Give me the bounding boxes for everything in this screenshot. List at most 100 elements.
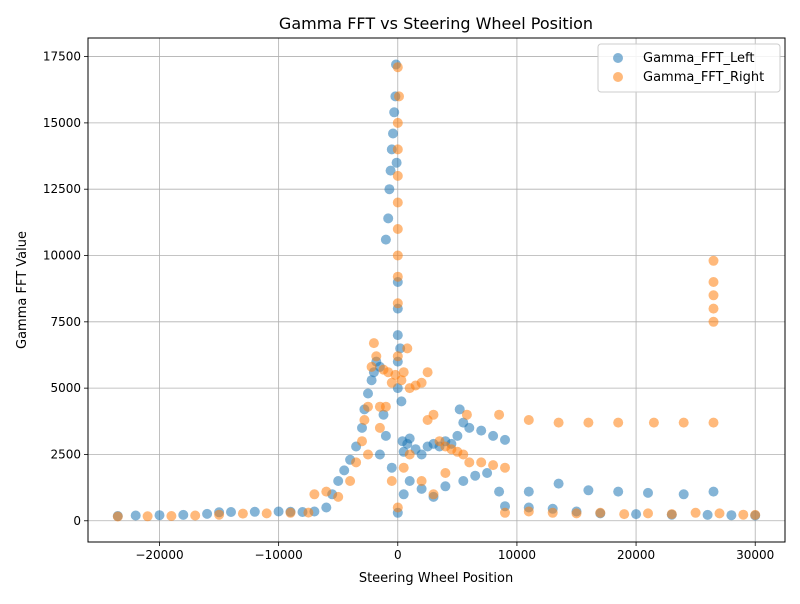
data-point-right (363, 449, 373, 460)
data-point-right (708, 316, 719, 327)
data-point-right (392, 502, 403, 513)
data-point-right (613, 417, 624, 428)
y-tick-label: 7500 (50, 315, 81, 329)
data-point-left (384, 184, 395, 195)
data-point-right (371, 351, 382, 362)
data-point-left (416, 483, 427, 494)
data-point-right (392, 197, 403, 208)
data-point-right (523, 415, 534, 425)
data-point-left (494, 486, 505, 497)
data-point-right (648, 417, 659, 428)
data-point-left (613, 486, 624, 497)
data-point-right (416, 476, 427, 486)
x-tick-label: 30000 (736, 548, 774, 562)
data-point-left (366, 375, 377, 386)
data-point-right (690, 507, 701, 518)
data-point-left (385, 165, 396, 176)
data-point-left (130, 510, 141, 521)
data-point-left (454, 404, 465, 415)
data-point-left (383, 213, 394, 224)
data-point-left (363, 388, 373, 399)
data-point-left (226, 507, 236, 517)
data-point-right (166, 511, 177, 521)
data-point-right (708, 255, 719, 266)
data-point-left (380, 234, 391, 245)
data-point-right (142, 511, 153, 522)
data-point-right (476, 457, 487, 468)
data-point-left (388, 128, 398, 139)
data-point-left (380, 430, 391, 441)
data-point-left (391, 157, 402, 168)
y-axis-ticks: 0 2500 5000 7500 10000 12500 15000 17500 (43, 50, 88, 528)
data-point-right (368, 338, 379, 349)
y-tick-label: 17500 (43, 50, 81, 64)
data-point-right (237, 508, 248, 519)
data-point-right (380, 401, 391, 412)
x-axis-label: Steering Wheel Position (359, 571, 513, 586)
data-point-right (392, 144, 403, 155)
data-point-left (357, 422, 367, 433)
data-point-left (333, 476, 344, 486)
data-point-left (488, 430, 499, 441)
x-tick-label: 0 (394, 548, 402, 562)
data-point-right (402, 343, 413, 354)
data-point-left (678, 489, 689, 500)
chart-title: Gamma FFT vs Steering Wheel Position (279, 14, 593, 33)
series-gamma-fft-right (112, 62, 761, 522)
legend-marker-right (613, 72, 623, 82)
data-point-left (392, 330, 403, 341)
y-tick-label: 10000 (43, 249, 81, 263)
data-point-right (422, 367, 433, 378)
data-point-right (357, 436, 367, 447)
data-point-left (202, 508, 213, 519)
data-point-right (333, 491, 344, 502)
data-point-left (396, 396, 407, 407)
data-point-right (488, 460, 499, 471)
data-point-right (595, 507, 606, 518)
data-point-left (643, 487, 653, 498)
x-tick-label: −10000 (255, 548, 303, 562)
data-point-left (386, 462, 397, 473)
data-point-right (392, 351, 403, 362)
data-point-right (619, 509, 630, 520)
data-point-left (702, 509, 713, 520)
data-point-left (470, 470, 481, 481)
y-tick-label: 0 (73, 514, 81, 528)
data-point-left (464, 422, 475, 433)
data-point-left (708, 486, 719, 497)
data-point-right (708, 290, 719, 301)
data-point-left (500, 434, 510, 445)
data-point-right (500, 462, 510, 473)
legend-box (597, 43, 781, 93)
data-point-right (386, 377, 397, 388)
data-point-left (476, 425, 487, 436)
data-point-right (714, 508, 725, 519)
legend-label-left: Gamma_FFT_Left (643, 51, 754, 66)
data-point-right (285, 507, 296, 518)
data-point-right (394, 91, 404, 102)
data-point-right (392, 117, 403, 128)
data-point-right (366, 361, 377, 372)
x-axis-ticks: −20000 −10000 0 10000 20000 30000 (135, 542, 774, 562)
data-point-right (398, 462, 409, 473)
data-point-right (398, 367, 409, 378)
data-point-right (396, 375, 407, 386)
legend-marker-left (613, 53, 623, 63)
data-point-left (404, 433, 415, 444)
data-point-right (404, 449, 415, 460)
data-point-right (440, 468, 451, 478)
data-point-right (345, 476, 356, 486)
data-point-right (392, 62, 403, 73)
data-point-right (523, 506, 534, 517)
data-point-right (583, 417, 594, 428)
data-point-left (154, 510, 165, 521)
data-point-left (273, 506, 284, 517)
data-point-right (464, 457, 475, 468)
data-point-left (458, 476, 469, 486)
data-point-right (750, 509, 761, 520)
data-point-right (351, 457, 362, 468)
data-point-left (583, 485, 594, 496)
data-point-left (452, 430, 463, 441)
data-point-left (249, 506, 260, 517)
data-point-right (386, 476, 397, 486)
